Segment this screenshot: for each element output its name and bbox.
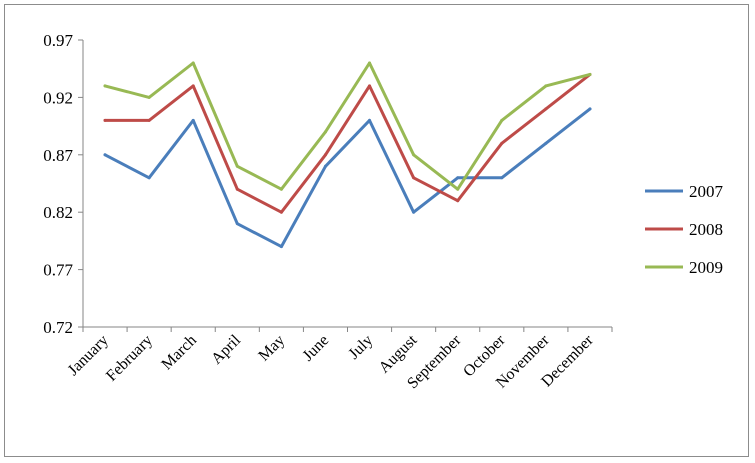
y-tick-label: 0.77	[43, 261, 73, 280]
x-tick-label: April	[208, 331, 244, 367]
data-point-2008	[323, 153, 327, 157]
data-point-2009	[456, 187, 460, 191]
data-point-2008	[544, 107, 548, 111]
data-point-2009	[500, 118, 504, 122]
data-point-2009	[103, 84, 107, 88]
data-point-2009	[412, 153, 416, 157]
data-point-2008	[500, 141, 504, 145]
y-tick-label: 0.72	[43, 318, 73, 337]
legend: 2007 2008 2009	[645, 182, 724, 277]
y-tick-label: 0.97	[43, 31, 73, 50]
axes	[78, 39, 613, 332]
data-point-2008	[191, 84, 195, 88]
y-tick-labels: 0.72 0.77 0.82 0.87 0.92 0.97	[43, 31, 73, 337]
series-line-2009	[103, 61, 592, 191]
data-point-2007	[147, 176, 151, 180]
data-point-2008	[147, 118, 151, 122]
data-point-2007	[279, 245, 283, 249]
data-point-2007	[456, 176, 460, 180]
legend-label-2009: 2009	[689, 258, 723, 277]
data-point-2007	[323, 164, 327, 168]
x-tick-label: May	[255, 332, 288, 365]
data-point-2007	[235, 222, 239, 226]
data-point-2009	[368, 61, 372, 65]
x-tick-label: February	[103, 332, 156, 385]
x-tick-label: July	[345, 332, 376, 363]
data-point-2009	[191, 61, 195, 65]
data-point-2008	[456, 199, 460, 203]
legend-label-2008: 2008	[689, 220, 723, 239]
data-point-2009	[235, 164, 239, 168]
legend-label-2007: 2007	[689, 182, 724, 201]
data-point-2007	[412, 210, 416, 214]
x-tick-label: March	[158, 332, 200, 374]
series-line-2008	[103, 72, 592, 214]
y-tick-label: 0.92	[43, 88, 73, 107]
series-line-2007	[103, 107, 592, 249]
data-point-2007	[368, 118, 372, 122]
data-point-2009	[279, 187, 283, 191]
data-point-2008	[103, 118, 107, 122]
data-point-2007	[191, 118, 195, 122]
series-lines	[103, 61, 592, 249]
data-point-2008	[412, 176, 416, 180]
data-point-2009	[323, 130, 327, 134]
data-point-2008	[368, 84, 372, 88]
data-point-2007	[544, 141, 548, 145]
data-point-2007	[103, 153, 107, 157]
y-tick-label: 0.82	[43, 203, 73, 222]
data-point-2007	[588, 107, 592, 111]
data-point-2007	[500, 176, 504, 180]
y-tick-label: 0.87	[43, 146, 73, 165]
data-point-2009	[544, 84, 548, 88]
data-point-2009	[147, 95, 151, 99]
data-point-2008	[279, 210, 283, 214]
data-point-2009	[588, 72, 592, 76]
data-point-2008	[235, 187, 239, 191]
x-tick-label: June	[300, 332, 333, 365]
